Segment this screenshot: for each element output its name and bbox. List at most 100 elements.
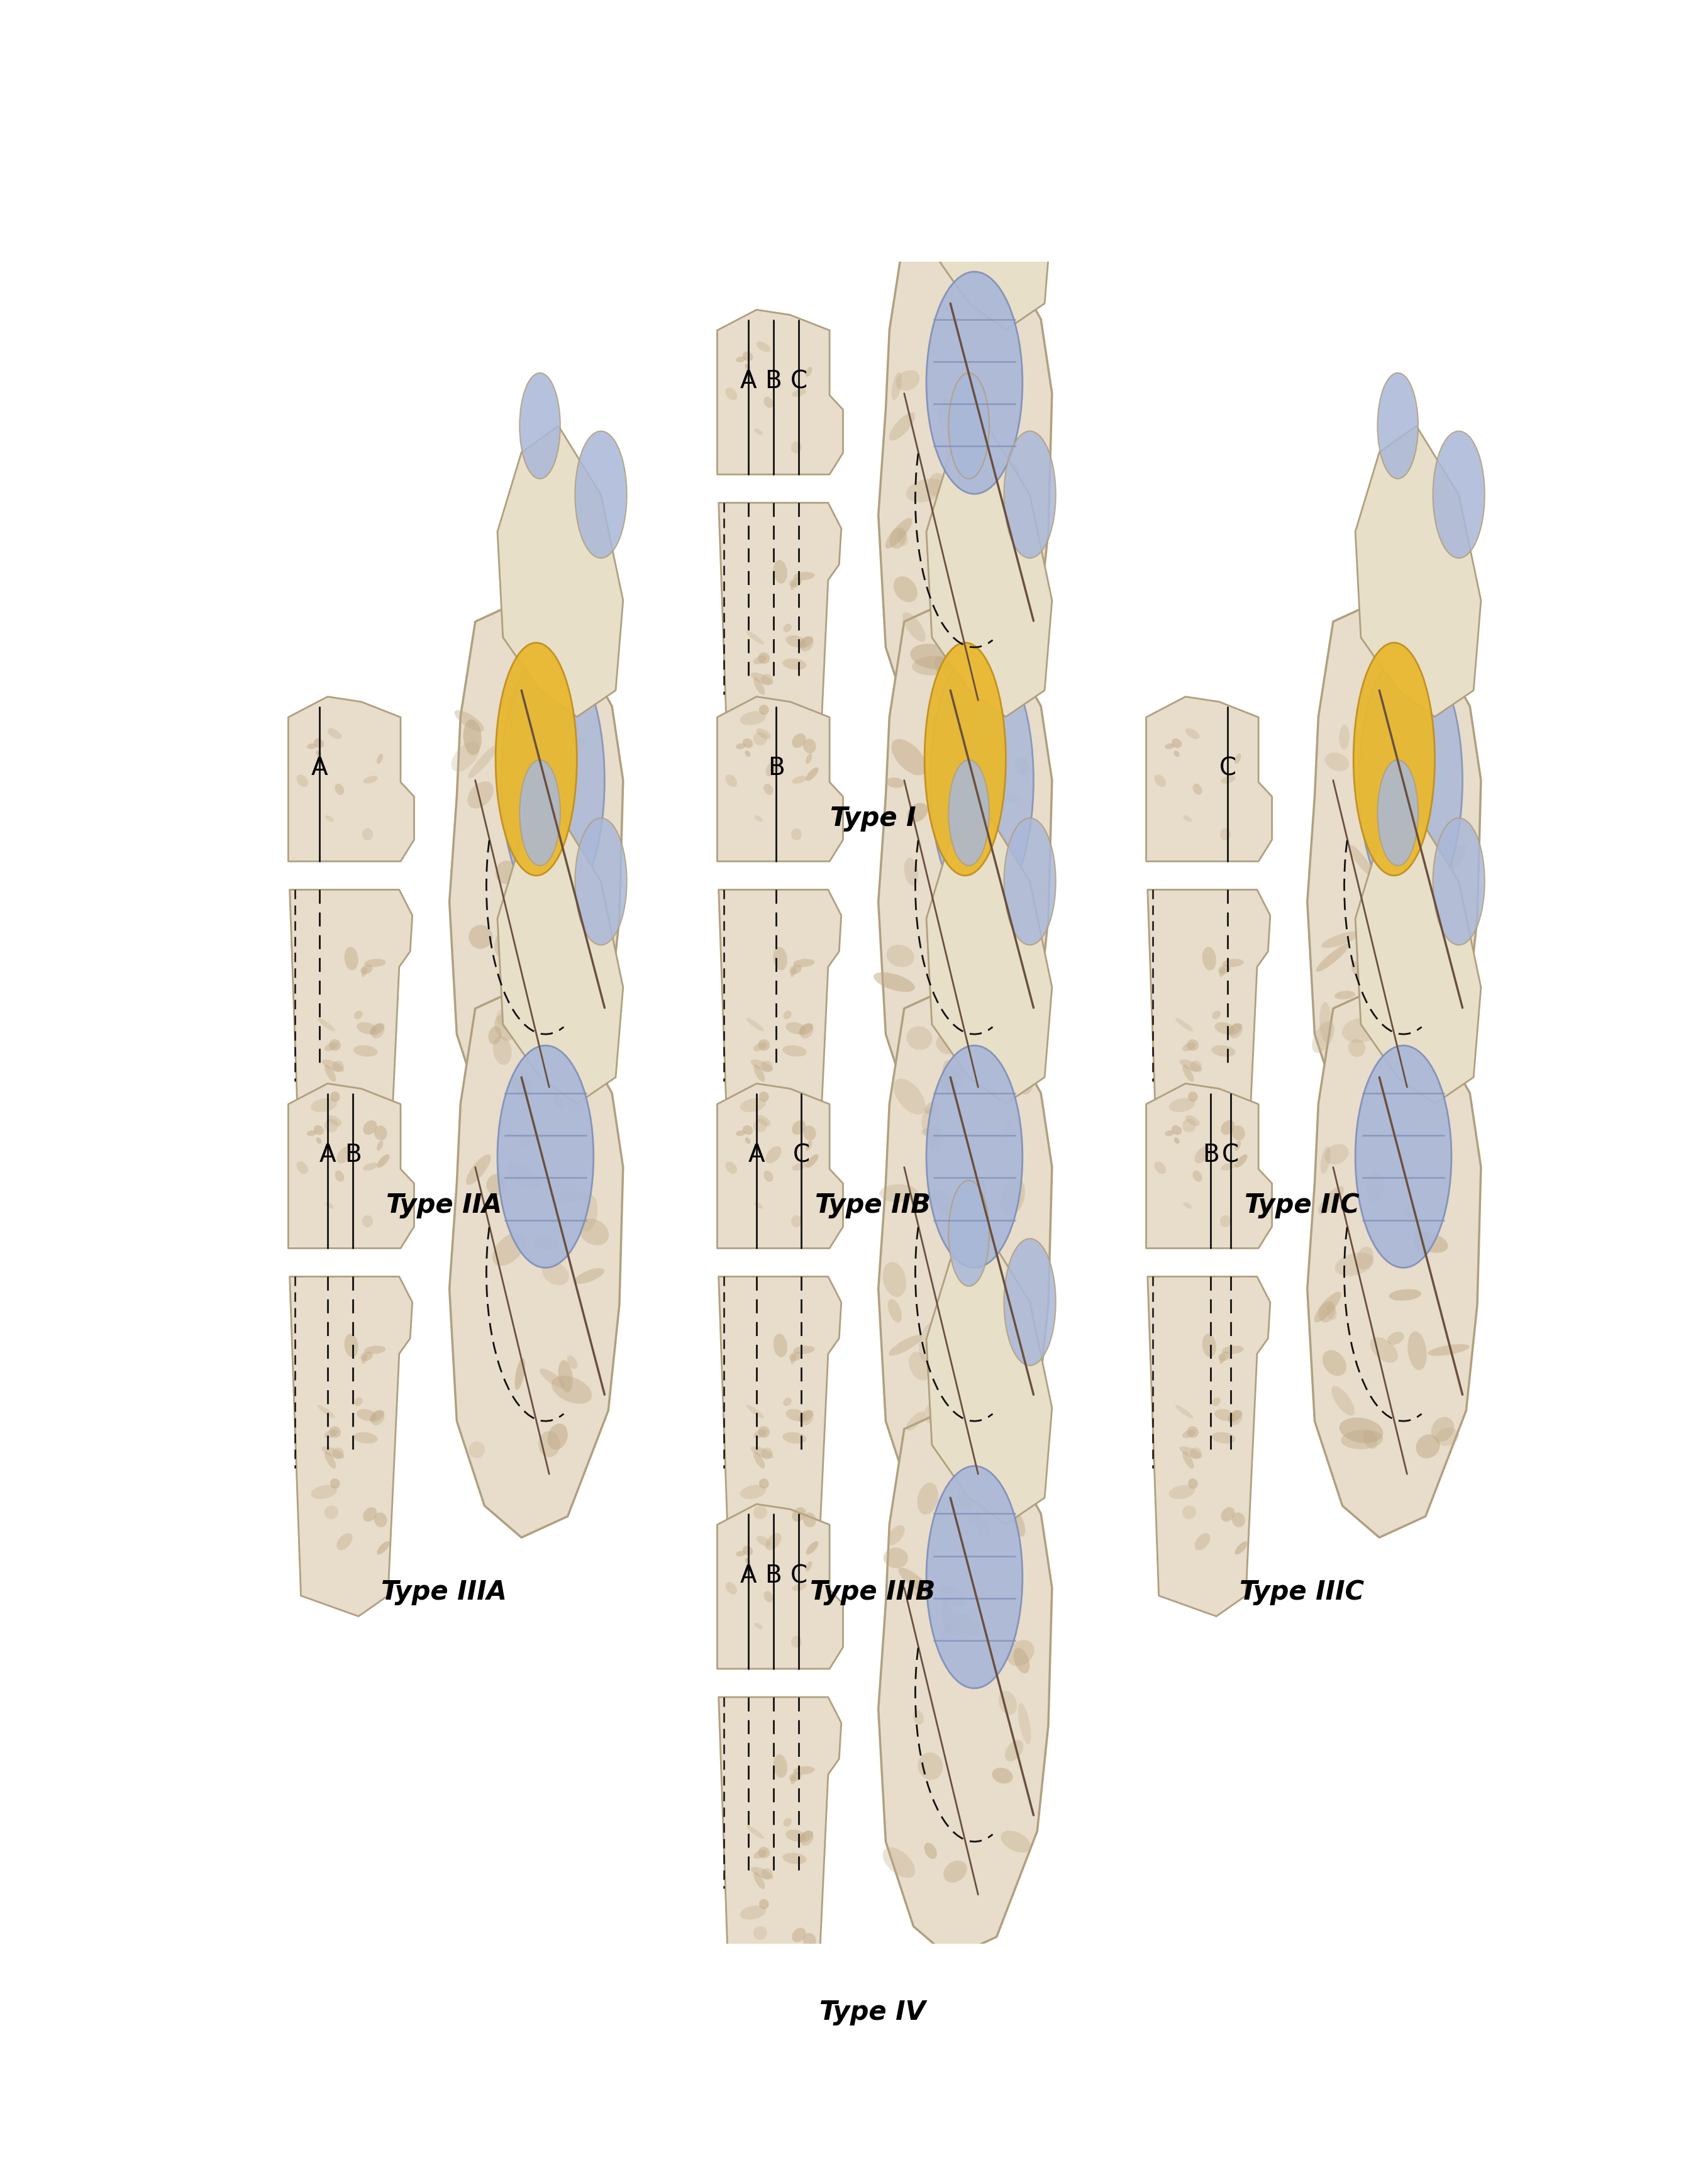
Ellipse shape — [790, 968, 797, 978]
Ellipse shape — [1202, 948, 1216, 970]
Ellipse shape — [926, 1334, 947, 1358]
Ellipse shape — [804, 1514, 816, 1527]
Ellipse shape — [1327, 1304, 1337, 1319]
Ellipse shape — [785, 1409, 806, 1422]
Ellipse shape — [494, 1016, 516, 1042]
Polygon shape — [879, 214, 1052, 764]
Ellipse shape — [576, 819, 627, 946]
Polygon shape — [290, 891, 412, 1230]
Ellipse shape — [760, 705, 770, 716]
Text: Type IIIB: Type IIIB — [811, 1579, 935, 1605]
Ellipse shape — [1005, 1741, 1024, 1762]
Ellipse shape — [1155, 1162, 1167, 1175]
Ellipse shape — [763, 784, 773, 795]
Ellipse shape — [930, 649, 1034, 913]
Ellipse shape — [1415, 1435, 1441, 1459]
Ellipse shape — [513, 1077, 533, 1099]
Ellipse shape — [552, 1177, 574, 1203]
Ellipse shape — [1349, 845, 1373, 876]
Ellipse shape — [559, 734, 588, 745]
Ellipse shape — [1165, 745, 1175, 749]
Ellipse shape — [925, 1101, 938, 1114]
Ellipse shape — [1228, 1411, 1243, 1426]
Ellipse shape — [1391, 795, 1432, 819]
Ellipse shape — [496, 642, 577, 876]
Ellipse shape — [794, 1345, 814, 1354]
Ellipse shape — [746, 1404, 765, 1417]
Ellipse shape — [1168, 1485, 1196, 1498]
Ellipse shape — [375, 1514, 387, 1527]
Ellipse shape — [1228, 1411, 1241, 1422]
Ellipse shape — [753, 1926, 768, 1939]
Ellipse shape — [327, 729, 342, 740]
Ellipse shape — [943, 1861, 967, 1883]
Ellipse shape — [790, 441, 802, 454]
Ellipse shape — [783, 1398, 792, 1406]
Polygon shape — [926, 1234, 1052, 1524]
Ellipse shape — [313, 1125, 324, 1136]
Ellipse shape — [743, 1125, 753, 1136]
Ellipse shape — [1386, 793, 1405, 819]
Ellipse shape — [513, 946, 531, 963]
Ellipse shape — [1436, 1428, 1459, 1446]
Ellipse shape — [468, 1441, 485, 1459]
Ellipse shape — [363, 828, 373, 841]
Ellipse shape — [763, 397, 773, 408]
Ellipse shape — [1005, 978, 1025, 1016]
Ellipse shape — [782, 1046, 807, 1057]
Ellipse shape — [921, 1109, 942, 1142]
Ellipse shape — [799, 1830, 814, 1843]
Ellipse shape — [799, 638, 814, 649]
Ellipse shape — [785, 1830, 806, 1841]
Ellipse shape — [356, 1409, 376, 1422]
Text: C: C — [1219, 756, 1236, 780]
Ellipse shape — [354, 1011, 363, 1020]
Polygon shape — [926, 426, 1052, 716]
Ellipse shape — [894, 1079, 925, 1114]
Ellipse shape — [736, 356, 746, 363]
Ellipse shape — [1356, 1046, 1451, 1269]
Ellipse shape — [1219, 828, 1231, 841]
Ellipse shape — [363, 1120, 376, 1136]
Ellipse shape — [879, 1184, 918, 1203]
Ellipse shape — [1332, 1387, 1354, 1415]
Ellipse shape — [800, 638, 814, 651]
Ellipse shape — [773, 561, 787, 583]
Ellipse shape — [790, 1771, 802, 1782]
Ellipse shape — [799, 1411, 814, 1422]
Ellipse shape — [754, 428, 763, 435]
Ellipse shape — [330, 1092, 341, 1103]
Ellipse shape — [371, 1411, 385, 1426]
Ellipse shape — [1354, 642, 1434, 876]
Ellipse shape — [744, 1557, 751, 1564]
Ellipse shape — [376, 1542, 390, 1555]
Ellipse shape — [1322, 933, 1359, 948]
Ellipse shape — [957, 1485, 978, 1509]
Ellipse shape — [754, 1623, 763, 1629]
Ellipse shape — [753, 1872, 765, 1889]
Ellipse shape — [753, 655, 766, 664]
Text: Type IIA: Type IIA — [387, 1192, 502, 1219]
Ellipse shape — [800, 1411, 814, 1426]
Ellipse shape — [1184, 817, 1192, 821]
Ellipse shape — [930, 1190, 962, 1219]
Ellipse shape — [296, 1162, 308, 1175]
Ellipse shape — [1214, 1022, 1235, 1035]
Ellipse shape — [504, 1162, 542, 1188]
Ellipse shape — [913, 657, 954, 675]
Ellipse shape — [1325, 1144, 1349, 1164]
Ellipse shape — [1172, 1125, 1182, 1136]
Ellipse shape — [337, 1533, 353, 1551]
Ellipse shape — [375, 1127, 387, 1140]
Ellipse shape — [361, 1354, 368, 1365]
Ellipse shape — [1192, 784, 1202, 795]
Ellipse shape — [1374, 852, 1391, 867]
Ellipse shape — [926, 1465, 1022, 1688]
Ellipse shape — [906, 1026, 932, 1051]
Ellipse shape — [313, 738, 324, 749]
Ellipse shape — [725, 1162, 737, 1175]
Ellipse shape — [376, 753, 383, 764]
Ellipse shape — [322, 1059, 344, 1072]
Ellipse shape — [1228, 1024, 1243, 1040]
Text: Type IIB: Type IIB — [816, 1192, 930, 1219]
